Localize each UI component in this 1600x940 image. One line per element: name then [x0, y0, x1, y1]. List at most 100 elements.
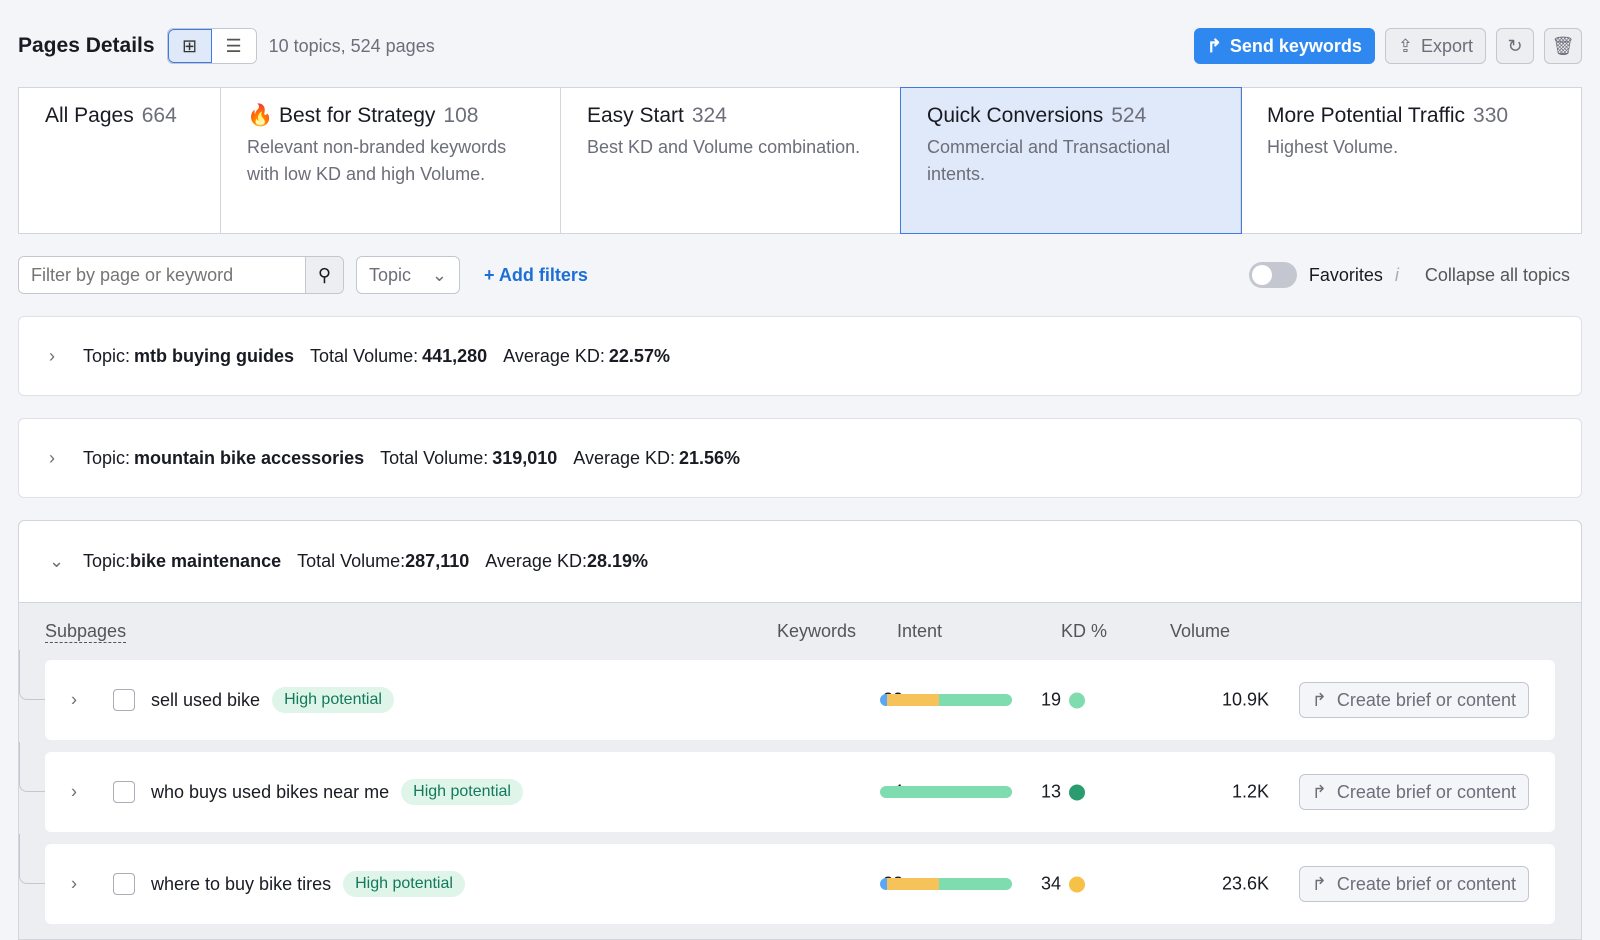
- tab-title: Quick Conversions 524: [927, 104, 1214, 128]
- share-arrow-icon: ↱: [1311, 781, 1327, 802]
- view-toggle: ⊞ ☰: [166, 28, 257, 64]
- col-keywords: Keywords: [777, 621, 857, 641]
- potential-badge: High potential: [343, 871, 465, 897]
- tab-count: 108: [443, 104, 479, 127]
- volume-value: 1.2K: [1231, 781, 1269, 802]
- intent-bar: [880, 786, 1012, 798]
- tab-label: More Potential Traffic: [1267, 104, 1466, 127]
- topic-volume: 287,110: [405, 551, 470, 571]
- intent-bar: [880, 878, 1012, 890]
- column-headers: Subpages Keywords Intent KD % Volume: [19, 603, 1581, 659]
- tab-all-pages[interactable]: All Pages 664: [19, 88, 221, 233]
- chevron-down-icon: ⌄: [431, 264, 447, 285]
- kd-label: Average KD:: [573, 447, 676, 468]
- create-brief-button[interactable]: ↱ Create brief or content: [1298, 774, 1529, 810]
- tab-quick-conversions[interactable]: Quick Conversions 524 Commercial and Trans…: [900, 87, 1242, 234]
- chevron-right-icon[interactable]: ›: [71, 873, 77, 894]
- topic-label: Topic:: [83, 551, 131, 571]
- tab-description: Relevant non-branded keywords with low K…: [247, 137, 507, 184]
- add-filters-link[interactable]: + Add filters: [484, 264, 588, 285]
- subpage-name[interactable]: where to buy bike tires: [151, 873, 332, 894]
- topic-kd: 21.56%: [679, 447, 741, 468]
- send-keywords-label: Send keywords: [1229, 35, 1362, 56]
- col-intent: Intent: [897, 621, 943, 641]
- subpage-name[interactable]: sell used bike: [151, 689, 261, 710]
- topic-row[interactable]: ⌄ Topic: bike maintenance Total Volume: 28…: [19, 521, 1581, 603]
- kd-label: Average KD:: [485, 551, 587, 571]
- tab-description: Commercial and Transactional intents.: [927, 137, 1171, 184]
- favorites-label: Favorites: [1308, 264, 1383, 285]
- potential-badge: High potential: [401, 779, 523, 805]
- trash-icon: 🗑: [1551, 35, 1575, 56]
- create-brief-button[interactable]: ↱ Create brief or content: [1298, 866, 1529, 902]
- row-checkbox[interactable]: [113, 781, 135, 803]
- kd-label: Average KD:: [503, 345, 605, 366]
- subpage-name[interactable]: who buys used bikes near me: [151, 781, 390, 802]
- subpage-row[interactable]: › who buys used bikes near me High potent…: [45, 752, 1555, 832]
- row-checkbox[interactable]: [113, 689, 135, 711]
- search-box: ⚲: [18, 256, 344, 294]
- volume-label: Total Volume:: [310, 345, 419, 366]
- intent-bar: [880, 694, 1012, 706]
- tree-view-icon[interactable]: ⊞: [167, 29, 212, 63]
- topic-row[interactable]: › Topic: mtb buying guides Total Volume: 4…: [18, 316, 1582, 396]
- chevron-right-icon[interactable]: ›: [71, 781, 77, 802]
- tab-more-potential-traffic[interactable]: More Potential Traffic 330 Highest Volume.: [1241, 88, 1581, 233]
- tab-title: All Pages 664: [45, 104, 194, 128]
- kd-dot: [1069, 876, 1086, 893]
- topic-dropdown[interactable]: Topic ⌄: [356, 256, 460, 294]
- list-view-icon[interactable]: ☰: [211, 29, 256, 63]
- intent-segment-informational: [880, 878, 887, 890]
- filter-bar: ⚲ Topic ⌄ + Add filters Favorites i Colla…: [18, 256, 1570, 294]
- topic-row[interactable]: › Topic: mountain bike accessories Total …: [18, 418, 1582, 498]
- tab-label: All Pages: [45, 104, 134, 127]
- tab-easy-start[interactable]: Easy Start 324 Best KD and Volume combinat…: [561, 88, 901, 233]
- topic-dropdown-label: Topic: [369, 264, 412, 285]
- tab-best-for-strategy[interactable]: 🔥 Best for Strategy 108 Relevant non-brand…: [221, 88, 561, 233]
- chevron-right-icon[interactable]: ›: [49, 447, 55, 468]
- col-subpages[interactable]: Subpages: [45, 621, 127, 643]
- create-brief-button[interactable]: ↱ Create brief or content: [1298, 682, 1529, 718]
- info-icon[interactable]: i: [1394, 264, 1399, 285]
- topic-name: mtb buying guides: [134, 345, 295, 366]
- row-checkbox[interactable]: [113, 873, 135, 895]
- refresh-icon: ↻: [1507, 35, 1523, 56]
- topic-label: Topic:: [83, 345, 131, 366]
- refresh-button[interactable]: ↻: [1496, 28, 1534, 64]
- tree-connector: [19, 650, 45, 700]
- share-arrow-icon: ↱: [1311, 689, 1327, 710]
- tree-connector: [19, 834, 45, 884]
- col-kd: KD %: [1061, 621, 1108, 641]
- chevron-right-icon[interactable]: ›: [71, 689, 77, 710]
- topic-volume: 441,280: [422, 345, 488, 366]
- intent-segment-informational: [880, 694, 887, 706]
- volume-value: 10.9K: [1221, 689, 1269, 710]
- export-button[interactable]: ⇪ Export: [1384, 28, 1486, 64]
- send-keywords-button[interactable]: ↱ Send keywords: [1193, 28, 1375, 64]
- subpage-row[interactable]: › where to buy bike tires High potential …: [45, 844, 1555, 924]
- search-input[interactable]: [19, 257, 305, 293]
- upload-icon: ⇪: [1397, 35, 1413, 56]
- favorites-toggle[interactable]: [1248, 262, 1297, 288]
- summary: 10 topics, 524 pages: [268, 35, 435, 56]
- collapse-all-button[interactable]: Collapse all topics: [1424, 264, 1570, 285]
- potential-badge: High potential: [272, 687, 394, 713]
- chevron-right-icon[interactable]: ›: [49, 345, 55, 366]
- kd-value: 19: [1041, 689, 1062, 710]
- header: Pages Details ⊞ ☰ 10 topics, 524 pages ↱…: [18, 28, 1582, 64]
- intent-segment-transactional: [880, 786, 1012, 798]
- tab-count: 330: [1473, 104, 1509, 127]
- tab-label: Best for Strategy: [279, 104, 436, 127]
- kd-dot: [1069, 784, 1086, 801]
- volume-label: Total Volume:: [297, 551, 406, 571]
- search-icon[interactable]: ⚲: [305, 257, 343, 293]
- tab-title: More Potential Traffic 330: [1267, 104, 1555, 128]
- volume-value: 23.6K: [1221, 873, 1269, 894]
- chevron-down-icon[interactable]: ⌄: [49, 551, 65, 571]
- tab-title: 🔥 Best for Strategy 108: [247, 104, 534, 128]
- intent-segment-transactional: [939, 878, 1012, 890]
- intent-segment-transactional: [939, 694, 1012, 706]
- kd-dot: [1069, 692, 1086, 709]
- delete-button[interactable]: 🗑: [1544, 28, 1582, 64]
